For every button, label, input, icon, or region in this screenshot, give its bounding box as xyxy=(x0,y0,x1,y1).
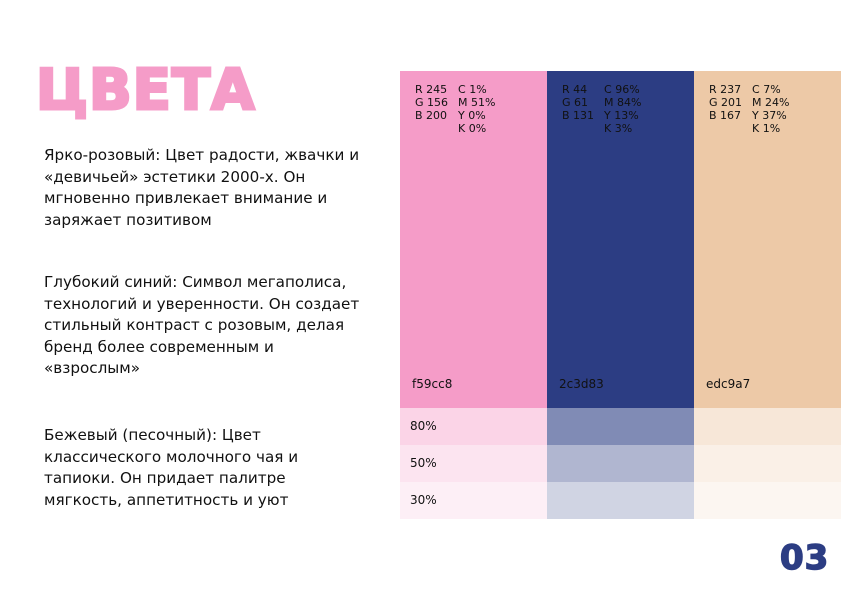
swatch-blue: R 44 G 61 B 131 C 96% M 84% Y 13% K 3% 2c3d83 xyxy=(547,71,694,519)
blue-description: Глубокий синий: Символ мегаполиса, техно… xyxy=(44,273,360,378)
tint-label-row: 30% xyxy=(400,482,547,519)
tint-50 xyxy=(694,445,841,482)
tint-30 xyxy=(547,482,694,519)
tint-80 xyxy=(400,408,547,445)
cmyk-value: M 84% xyxy=(604,96,642,109)
cmyk-value: K 1% xyxy=(752,122,781,135)
beige-description: Бежевый (песочный): Цвет классического м… xyxy=(44,426,299,509)
rgb-values: R 245 G 156 B 200 xyxy=(415,83,448,135)
swatch-pink: R 245 G 156 B 200 C 1% M 51% Y 0% K 0% f59cc8 80… xyxy=(400,71,547,519)
tint-label-row: 50% xyxy=(400,445,547,482)
tint-80 xyxy=(694,408,841,445)
rgb-value: G 156 xyxy=(415,96,449,109)
rgb-value: R 44 xyxy=(562,83,588,96)
swatch-main: R 44 G 61 B 131 C 96% M 84% Y 13% K 3% 2c3d83 xyxy=(547,71,694,408)
hex-code: 2c3d83 xyxy=(559,377,604,391)
cmyk-value: C 96% xyxy=(604,83,640,96)
tint-label-row: 80% xyxy=(400,408,547,445)
tint-label: 50% xyxy=(410,456,437,470)
tint-80 xyxy=(547,408,694,445)
tint-50 xyxy=(547,445,694,482)
color-values: R 245 G 156 B 200 C 1% M 51% Y 0% K 0% xyxy=(415,83,495,135)
cmyk-value: C 1% xyxy=(458,83,487,96)
cmyk-values: C 1% M 51% Y 0% K 0% xyxy=(458,83,495,135)
color-palette: R 245 G 156 B 200 C 1% M 51% Y 0% K 0% f59cc8 80… xyxy=(400,71,842,519)
cmyk-value: K 3% xyxy=(604,122,633,135)
cmyk-value: Y 37% xyxy=(752,109,787,122)
rgb-value: B 131 xyxy=(562,109,595,122)
tint-label: 80% xyxy=(410,419,437,433)
hex-code: edc9a7 xyxy=(706,377,751,391)
tint-30 xyxy=(694,482,841,519)
rgb-values: R 44 G 61 B 131 xyxy=(562,83,594,135)
hex-code: f59cc8 xyxy=(412,377,453,391)
rgb-values: R 237 G 201 B 167 xyxy=(709,83,742,135)
page-title: ЦВЕТА xyxy=(34,57,256,125)
tint-label: 30% xyxy=(410,493,437,507)
tint-50 xyxy=(400,445,547,482)
rgb-value: R 237 xyxy=(709,83,742,96)
cmyk-value: Y 13% xyxy=(604,109,639,122)
cmyk-values: C 96% M 84% Y 13% K 3% xyxy=(604,83,641,135)
rgb-value: R 245 xyxy=(415,83,448,96)
cmyk-value: M 24% xyxy=(752,96,790,109)
color-values: R 237 G 201 B 167 C 7% M 24% Y 37% K 1% xyxy=(709,83,789,135)
pink-description: Ярко-розовый: Цвет радости, жвачки и «де… xyxy=(44,146,360,229)
cmyk-value: K 0% xyxy=(458,122,487,135)
rgb-value: G 201 xyxy=(709,96,743,109)
color-values: R 44 G 61 B 131 C 96% M 84% Y 13% K 3% xyxy=(562,83,641,135)
cmyk-values: C 7% M 24% Y 37% K 1% xyxy=(752,83,789,135)
swatch-beige: R 237 G 201 B 167 C 7% M 24% Y 37% K 1% edc9a7 xyxy=(694,71,841,519)
rgb-value: B 200 xyxy=(415,109,448,122)
cmyk-value: Y 0% xyxy=(458,109,486,122)
rgb-value: B 167 xyxy=(709,109,742,122)
rgb-value: G 61 xyxy=(562,96,589,109)
swatch-main: R 245 G 156 B 200 C 1% M 51% Y 0% K 0% f59cc8 xyxy=(400,71,547,408)
swatch-main: R 237 G 201 B 167 C 7% M 24% Y 37% K 1% edc9a7 xyxy=(694,71,841,408)
cmyk-value: M 51% xyxy=(458,96,496,109)
tint-30 xyxy=(400,482,547,519)
page-number: 03 xyxy=(779,537,830,579)
cmyk-value: C 7% xyxy=(752,83,781,96)
